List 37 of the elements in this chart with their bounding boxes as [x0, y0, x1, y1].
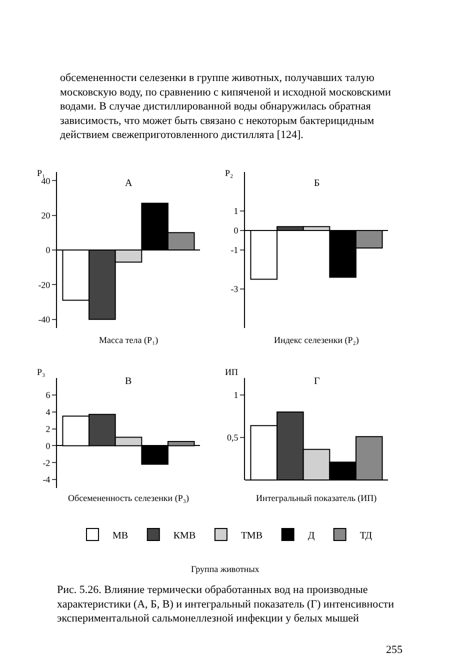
y-tick-label: 0: [46, 245, 51, 256]
y-axis-title: ИП: [225, 367, 238, 377]
x-axis-title: Обсемененность селезенки (Р₃): [68, 493, 189, 503]
y-tick-label: 0,5: [226, 432, 239, 443]
legend-label: МВ: [112, 530, 128, 542]
x-axis-title: Индекс селезенки (Р₂): [274, 335, 359, 345]
y-tick-label: -1: [230, 245, 238, 256]
y-tick-label: 0: [234, 226, 239, 236]
y-tick-label: -4: [42, 474, 51, 485]
text: Рис. 5.26. Влияние термически обработанных вод на производные характеристики (А, Б, В) и интегральный показатель (Г) интенсивности экспериментальной сальмонеллезной инфекции у белых мышей: [57, 584, 394, 625]
x-axis-title: Интегральный показатель (ИП): [256, 493, 377, 503]
x-axis-title: Масса тела (Р₁): [99, 335, 158, 345]
y-tick-label: 4: [46, 407, 51, 417]
y-tick-label: -3: [230, 284, 239, 294]
y-tick-label: -40: [38, 314, 51, 324]
legend-label: Д: [308, 530, 315, 542]
y-tick-label: 6: [46, 390, 51, 400]
legend-label: ТД: [360, 530, 372, 542]
y-tick-label: -2: [42, 458, 50, 468]
chart-title: В: [125, 376, 132, 387]
text: Б: [314, 178, 320, 189]
y-tick-label: 2: [46, 424, 50, 434]
text: Группа животных: [191, 564, 260, 574]
y-axis-title: Р₃: [37, 367, 46, 377]
text: А: [125, 178, 133, 189]
y-tick-label: 20: [41, 210, 51, 220]
y-axis-title: Р₂: [225, 168, 234, 178]
legend-label: КМВ: [173, 530, 196, 542]
y-axis-title: Р₁: [37, 168, 46, 178]
y-tick-label: 0: [46, 440, 51, 451]
y-tick-label: 1: [234, 390, 238, 400]
text: обсемененности селезенки в группе животных, получавших талую московскую воду, по сравнению с кипяченой и исходной московскими водами. В случае дистиллированной воды обнаружилась обратная зависимость, что может быть связано с некоторым бактерицидным действием свежеприготовленного дистиллята [124].: [60, 72, 391, 142]
y-tick-label: 1: [234, 206, 238, 216]
text: 255: [386, 644, 403, 656]
y-tick-label: -20: [38, 280, 51, 290]
chart-title: Г: [314, 376, 320, 387]
legend-label: ТМВ: [240, 530, 263, 542]
